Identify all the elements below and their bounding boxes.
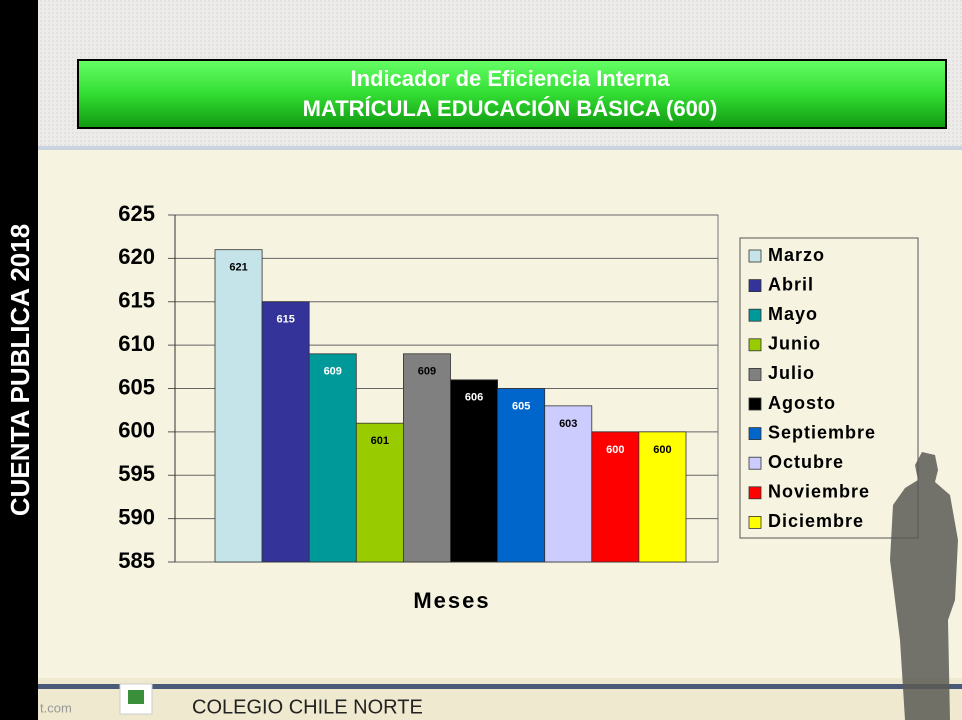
data-label: 605 <box>512 400 530 412</box>
bar <box>402 353 451 563</box>
legend-label: Abril <box>768 274 814 294</box>
legend-swatch <box>748 367 762 381</box>
side-text: CUENTA PUBLICA 2018 <box>5 224 35 516</box>
y-tick-label: 595 <box>118 461 155 486</box>
legend-swatch <box>748 486 762 500</box>
chart: 585 590 595 600 605 610 615 620 625 621 Marzo 615 Ab… <box>118 201 919 573</box>
bar <box>591 431 640 563</box>
footer-left: t.com <box>40 700 72 715</box>
y-tick-label: 605 <box>118 374 155 399</box>
legend-box <box>739 237 919 539</box>
legend-swatch <box>748 516 762 529</box>
legend-label: Marzo <box>768 245 825 265</box>
data-label: 609 <box>418 366 436 378</box>
legend-label: Mayo <box>768 304 818 324</box>
data-label: 601 <box>371 435 389 447</box>
legend-label: Noviembre <box>768 482 870 502</box>
bar <box>497 388 546 563</box>
y-tick-label: 610 <box>118 331 155 356</box>
side-band <box>0 0 38 720</box>
data-label: 600 <box>606 444 624 456</box>
bar <box>638 431 687 563</box>
legend-label: Julio <box>768 363 815 383</box>
bar <box>544 405 593 563</box>
legend-swatch <box>748 249 762 263</box>
bar <box>214 249 263 563</box>
chart-subtitle: MATRÍCULA EDUCACIÓN BÁSICA (600) <box>303 96 718 121</box>
footer-text: COLEGIO CHILE NORTE <box>192 696 423 718</box>
y-tick-label: 620 <box>118 244 155 269</box>
legend-label: Junio <box>768 334 821 354</box>
legend-swatch <box>748 279 762 293</box>
bar <box>355 422 404 563</box>
data-label: 603 <box>559 418 577 430</box>
legend-label: Agosto <box>768 393 836 413</box>
data-label: 621 <box>229 262 247 274</box>
bar <box>308 353 357 563</box>
silhouette <box>890 452 958 720</box>
title-bar <box>77 59 947 129</box>
y-tick-label: 615 <box>118 288 155 313</box>
data-label: 609 <box>324 366 342 378</box>
chart-title: Indicador de Eficiencia Interna <box>350 66 670 91</box>
footer-line <box>0 684 962 689</box>
legend-label: Octubre <box>768 452 844 472</box>
legend-label: Septiembre <box>768 422 876 442</box>
x-axis-label: Meses <box>413 588 490 613</box>
logo-mark <box>128 690 144 704</box>
legend-swatch <box>748 456 762 470</box>
legend-label: Diciembre <box>768 511 864 531</box>
bar <box>261 301 310 563</box>
legend-swatch <box>748 397 762 411</box>
legend-swatch <box>748 427 762 441</box>
data-label: 606 <box>465 392 483 404</box>
legend-swatch <box>748 338 762 352</box>
y-tick-label: 600 <box>118 418 155 443</box>
bar <box>450 379 498 563</box>
legend-swatch <box>748 308 762 322</box>
header-line <box>0 146 962 150</box>
y-tick-label: 625 <box>118 201 155 226</box>
y-tick-label: 590 <box>118 504 155 529</box>
data-label: 600 <box>653 444 671 456</box>
data-label: 615 <box>276 314 294 326</box>
y-tick-label: 585 <box>118 548 155 573</box>
